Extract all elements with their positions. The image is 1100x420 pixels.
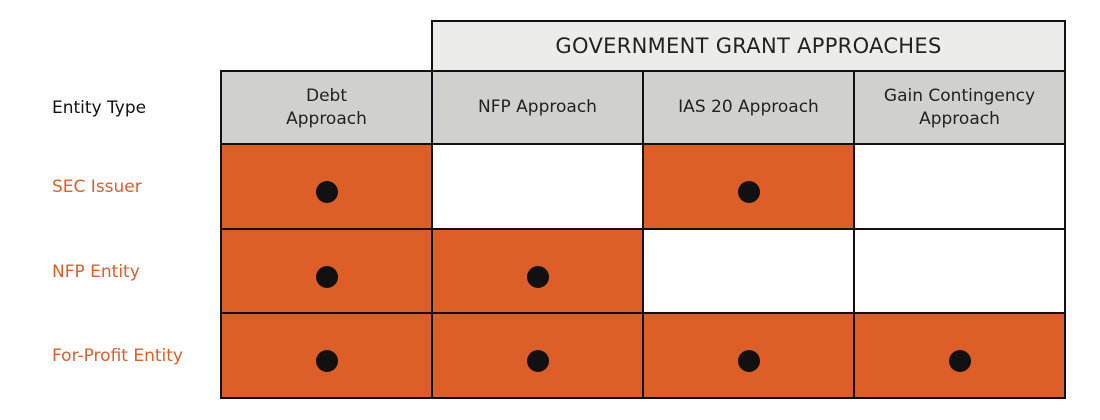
applicable-dot	[315, 180, 338, 203]
matrix-cell	[220, 143, 433, 230]
matrix-cell	[642, 143, 855, 230]
applicable-dot	[315, 265, 338, 288]
column-header: IAS 20 Approach	[642, 70, 855, 145]
column-header: NFP Approach	[431, 70, 644, 145]
matrix-cell	[642, 228, 855, 315]
applicable-dot	[737, 349, 760, 372]
column-header: Debt Approach	[220, 70, 433, 145]
matrix-cell	[431, 143, 644, 230]
matrix-cell	[220, 312, 433, 399]
row-label: For-Profit Entity	[52, 346, 183, 366]
applicable-dot	[526, 265, 549, 288]
matrix-cell	[642, 312, 855, 399]
applicable-dot	[526, 349, 549, 372]
matrix-cell	[853, 143, 1066, 230]
row-label: NFP Entity	[52, 262, 140, 282]
applicable-dot	[315, 349, 338, 372]
matrix-cell	[853, 312, 1066, 399]
table-title: GOVERNMENT GRANT APPROACHES	[431, 20, 1066, 72]
applicable-dot	[948, 349, 971, 372]
column-header: Gain Contingency Approach	[853, 70, 1066, 145]
matrix-cell	[431, 228, 644, 315]
matrix-cell	[220, 228, 433, 315]
matrix-cell	[431, 312, 644, 399]
applicable-dot	[737, 180, 760, 203]
row-header-label: Entity Type	[52, 98, 147, 118]
matrix-cell	[853, 228, 1066, 315]
row-label: SEC Issuer	[52, 177, 142, 197]
